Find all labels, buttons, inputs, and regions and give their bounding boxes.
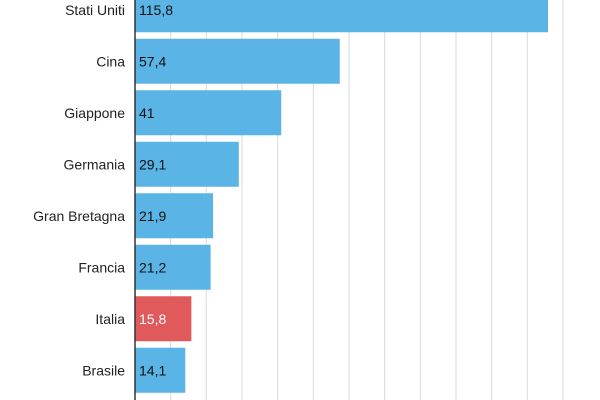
value-labels: 115,8 57,4 41 29,1 21,9 21,2 15,8 14,1 [139, 2, 173, 379]
value-label: 115,8 [139, 2, 173, 18]
bar [135, 244, 211, 290]
bar [135, 296, 192, 342]
category-label: Cina [96, 53, 125, 69]
category-label: Gran Bretagna [33, 208, 125, 224]
value-label: 57,4 [139, 53, 166, 69]
bar [135, 141, 239, 187]
bar [135, 347, 186, 393]
category-label: Brasile [82, 362, 125, 378]
category-label: Stati Uniti [65, 2, 125, 18]
value-label: 21,9 [139, 208, 166, 224]
bar [135, 193, 214, 239]
category-label: Francia [78, 259, 125, 275]
bar [135, 38, 340, 84]
bar [135, 90, 282, 136]
value-label: 14,1 [139, 362, 166, 378]
bar [135, 0, 549, 33]
value-label: 29,1 [139, 156, 166, 172]
bars [135, 0, 549, 393]
category-label: Giappone [64, 105, 125, 121]
value-label: 15,8 [139, 311, 166, 327]
value-label: 41 [139, 105, 155, 121]
value-label: 21,2 [139, 259, 166, 275]
category-label: Germania [64, 156, 126, 172]
category-label: Italia [95, 311, 125, 327]
category-labels: Stati Uniti Cina Giappone Germania Gran Bret… [33, 2, 125, 379]
